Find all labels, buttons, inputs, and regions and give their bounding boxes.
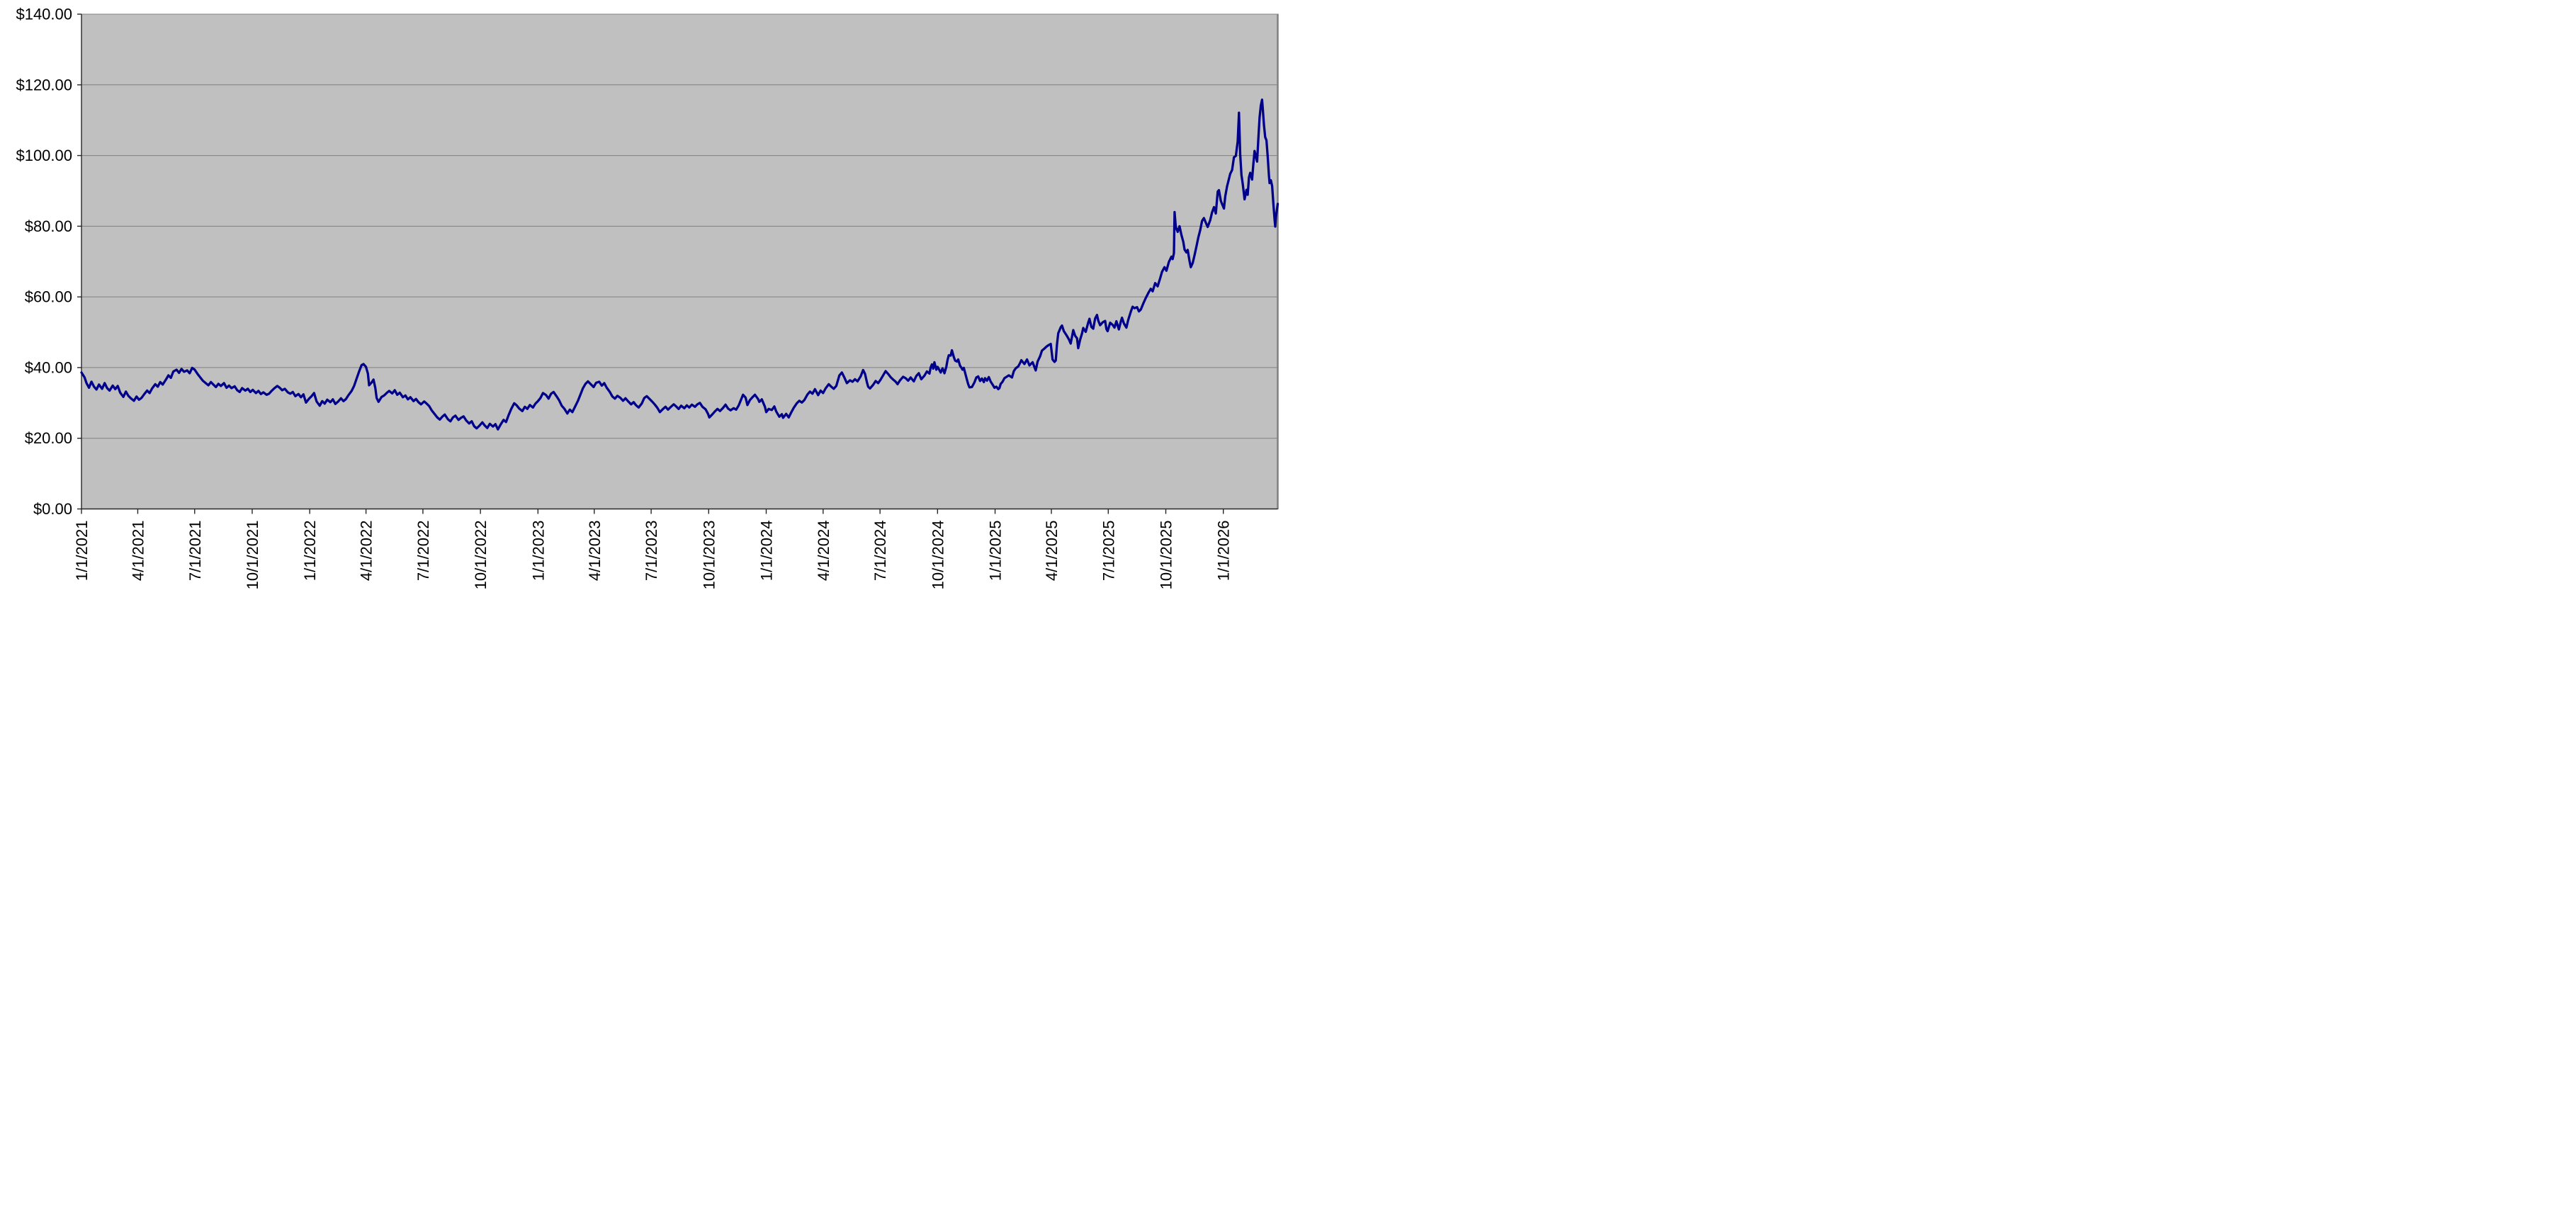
x-tick-label: 10/1/2021 <box>244 521 261 590</box>
chart-canvas: $140.00 $120.00 $100.00 $80.00 $60.00 $40.00 $… <box>0 0 1288 612</box>
x-tick-label: 4/1/2023 <box>586 521 604 582</box>
x-tick-label: 10/1/2024 <box>929 521 947 590</box>
x-tick-label: 4/1/2024 <box>815 521 832 582</box>
price-line <box>80 98 1279 431</box>
x-tick-label: 1/1/2023 <box>529 521 547 582</box>
y-tick-label: $20.00 <box>25 429 72 447</box>
y-tick-label: $80.00 <box>25 217 72 235</box>
x-tick-label: 7/1/2024 <box>871 521 889 582</box>
x-tick-label: 1/1/2024 <box>757 521 775 582</box>
x-axis-labels: 1/1/2021 4/1/2021 7/1/2021 10/1/2021 1/1/202… <box>73 521 1233 590</box>
y-tick-label: $100.00 <box>16 147 72 164</box>
y-axis-labels: $140.00 $120.00 $100.00 $80.00 $60.00 $40.00 $… <box>16 6 72 518</box>
stock-price-line-chart: $140.00 $120.00 $100.00 $80.00 $60.00 $40.00 $… <box>16 6 1279 590</box>
y-tick-label: $140.00 <box>16 6 72 23</box>
x-tick-label: 7/1/2025 <box>1100 521 1117 582</box>
y-tick-label: $60.00 <box>25 288 72 306</box>
y-tick-label: $40.00 <box>25 358 72 376</box>
axis-ticks <box>77 13 1224 514</box>
y-tick-label: $120.00 <box>16 76 72 94</box>
gridlines <box>81 13 1278 439</box>
x-tick-label: 10/1/2025 <box>1158 521 1175 590</box>
x-tick-label: 1/1/2026 <box>1215 521 1233 582</box>
plot-area <box>81 14 1278 509</box>
x-tick-label: 7/1/2022 <box>414 521 432 582</box>
y-tick-label: $0.00 <box>33 500 72 518</box>
x-tick-label: 4/1/2022 <box>358 521 375 582</box>
x-tick-label: 10/1/2022 <box>472 521 490 590</box>
x-tick-label: 7/1/2021 <box>186 521 204 582</box>
x-tick-label: 10/1/2023 <box>700 521 718 590</box>
x-tick-label: 4/1/2021 <box>129 521 147 582</box>
x-tick-label: 7/1/2023 <box>643 521 660 582</box>
x-tick-label: 1/1/2025 <box>987 521 1005 582</box>
plot-borders <box>81 13 1279 510</box>
x-tick-label: 4/1/2025 <box>1043 521 1061 582</box>
x-tick-label: 1/1/2021 <box>73 521 91 582</box>
x-tick-label: 1/1/2022 <box>301 521 319 582</box>
